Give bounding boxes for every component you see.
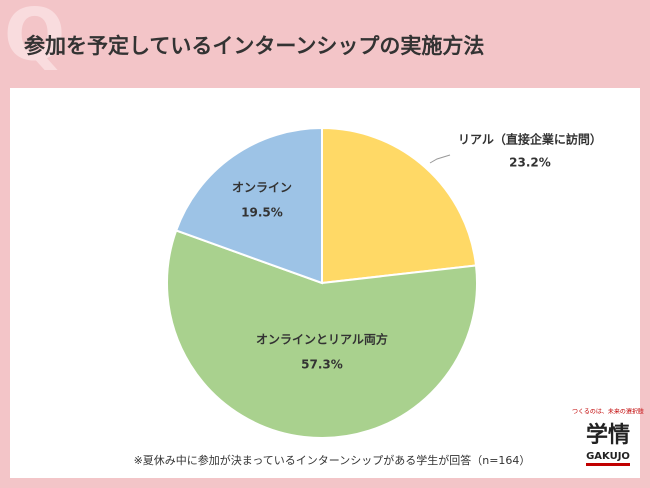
slice-value: 57.3%: [301, 358, 343, 372]
slice-value: 23.2%: [509, 156, 551, 170]
q-mark: Q: [4, 0, 65, 77]
footnote: ※夏休み中に参加が決まっているインターンシップがある学生が回答（n=164）: [134, 453, 531, 467]
logo: つくるのは、未来の選択肢 学情 GAKUJO: [572, 408, 644, 466]
pie-slice: [166, 229, 478, 439]
pie-slice: [321, 126, 478, 285]
slice-label: オンラインとリアル両方: [256, 332, 388, 347]
slice-value: 19.5%: [241, 206, 283, 220]
pie-chart: リアル（直接企業に訪問） 23.2% オンラインとリアル両方 57.3% オンライン 19…: [166, 126, 602, 439]
slice-label: オンライン: [232, 181, 292, 195]
slice-label: リアル（直接企業に訪問）: [458, 132, 602, 147]
logo-name: 学情: [586, 422, 630, 448]
logo-bar: [586, 463, 630, 466]
leader-line: [429, 154, 451, 164]
title: 参加を予定しているインターンシップの実施方法: [24, 34, 484, 58]
pie-slice: [174, 126, 323, 285]
logo-tagline: つくるのは、未来の選択肢: [572, 408, 644, 416]
logo-roman: GAKUJO: [586, 451, 630, 462]
